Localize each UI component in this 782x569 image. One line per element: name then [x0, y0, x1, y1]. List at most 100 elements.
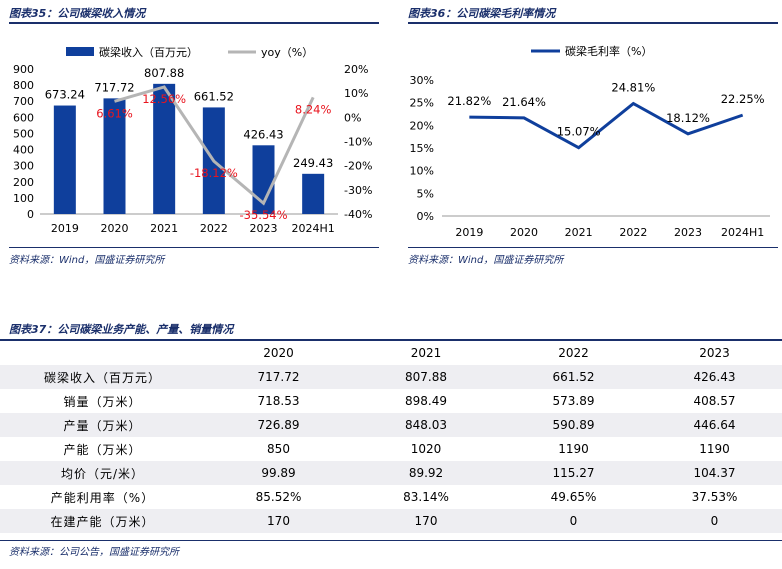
- table-header-row: 2020 2021 2022 2023: [0, 341, 782, 365]
- revenue-data-label: 807.88: [144, 66, 184, 80]
- fig35-rule: [9, 22, 379, 24]
- table-cell: 426.43: [647, 365, 782, 389]
- table-cell: 104.37: [647, 461, 782, 485]
- fig37-bottom-rule: [0, 540, 782, 541]
- y-left-tick-label: 300: [13, 160, 34, 173]
- table-cell: 446.64: [647, 413, 782, 437]
- row-label: 产能利用率（%）: [50, 490, 155, 505]
- yoy-data-label: -18.12%: [190, 166, 238, 180]
- y-right-tick-label: -20%: [344, 160, 372, 173]
- y-left-tick-label: 100: [13, 192, 34, 205]
- table-header-cell: 2022: [558, 346, 589, 360]
- y-tick-label: 10%: [410, 165, 434, 178]
- x-tick-label: 2024H1: [292, 222, 335, 235]
- table-header-cell: 2023: [699, 346, 730, 360]
- y-right-tick-label: -30%: [344, 184, 372, 197]
- table-row: 产量（万米） 726.89 848.03 590.89 446.64: [0, 413, 782, 437]
- revenue-data-label: 249.43: [293, 156, 333, 170]
- legend-swatch-revenue: [66, 47, 94, 56]
- x-tick-label: 2020: [101, 222, 129, 235]
- row-label: 均价（元/米）: [0, 461, 205, 485]
- table-cell: 1020: [410, 442, 442, 456]
- capacity-table: 2020 2021 2022 2023 碳梁收入（百万元） 717.72 807…: [0, 341, 782, 533]
- fig37-source: 资料来源：公司公告，国盛证券研究所: [9, 547, 179, 558]
- y-right-tick-label: 0%: [344, 111, 361, 124]
- fig35-source: 资料来源：Wind，国盛证券研究所: [9, 255, 165, 266]
- table-row: 销量（万米） 718.53 898.49 573.89 408.57: [0, 389, 782, 413]
- margin-data-label: 15.07%: [557, 125, 601, 139]
- margin-data-label: 21.64%: [502, 95, 546, 109]
- y-left-tick-label: 200: [13, 176, 34, 189]
- table-cell: 850: [267, 442, 290, 456]
- table-row: 均价（元/米） 99.89 89.92 115.27 104.37: [0, 461, 782, 485]
- table-cell: 898.49: [405, 394, 447, 408]
- y-tick-label: 25%: [410, 97, 434, 110]
- x-tick-label: 2019: [455, 226, 483, 239]
- revenue-data-label: 673.24: [45, 88, 85, 102]
- margin-data-label: 22.25%: [721, 92, 765, 106]
- y-tick-label: 30%: [410, 74, 434, 87]
- table-cell: 1190: [699, 442, 730, 456]
- yoy-data-label: 8.24%: [295, 102, 332, 116]
- y-left-tick-label: 500: [13, 127, 34, 140]
- x-tick-label: 2021: [150, 222, 178, 235]
- fig37-title: 图表37：公司碳梁业务产能、产量、销量情况: [9, 323, 234, 336]
- y-tick-label: 15%: [410, 142, 434, 155]
- table-row: 产能（万米） 850 1020 1190 1190: [0, 437, 782, 461]
- table-row: 碳梁收入（百万元） 717.72 807.88 661.52 426.43: [0, 365, 782, 389]
- fig35-bottom-rule: [9, 247, 379, 248]
- y-left-tick-label: 400: [13, 144, 34, 157]
- y-right-tick-label: 10%: [344, 87, 368, 100]
- table-cell: 590.89: [500, 413, 647, 437]
- table-cell: 37.53%: [691, 490, 738, 504]
- row-label: 销量（万米）: [63, 394, 142, 409]
- fig36-source: 资料来源：Wind，国盛证券研究所: [408, 255, 564, 266]
- table-cell: 170: [352, 509, 500, 533]
- y-left-tick-label: 0: [27, 208, 34, 221]
- revenue-data-label: 426.43: [243, 127, 283, 141]
- table-row: 产能利用率（%） 85.52% 83.14% 49.65% 37.53%: [0, 485, 782, 509]
- row-label: 产能（万米）: [63, 442, 142, 457]
- table-cell: 99.89: [205, 461, 352, 485]
- revenue-chart: 碳梁收入（百万元） yoy（%） 0 100 200 300 400 500 600 700 800…: [13, 45, 372, 235]
- legend-label-yoy: yoy（%）: [261, 46, 313, 59]
- row-label: 碳梁收入（百万元）: [0, 365, 205, 389]
- margin-line: [469, 101, 744, 150]
- y-tick-label: 0%: [417, 210, 434, 223]
- table-cell: 573.89: [552, 394, 595, 408]
- table-cell: 408.57: [693, 394, 736, 408]
- fig35-title: 图表35：公司碳梁收入情况: [9, 7, 146, 20]
- table-cell: 0: [500, 509, 647, 533]
- margin-data-label: 21.82%: [447, 94, 491, 108]
- x-tick-label: 2022: [200, 222, 228, 235]
- yoy-data-label: 12.56%: [142, 92, 186, 106]
- legend-label-margin: 碳梁毛利率（%）: [565, 44, 652, 58]
- table-header-cell: [0, 341, 205, 365]
- row-label: 产量（万米）: [0, 413, 205, 437]
- y-left-tick-label: 700: [13, 95, 34, 108]
- x-tick-label: 2020: [510, 226, 538, 239]
- x-tick-label: 2023: [674, 226, 702, 239]
- table-cell: 807.88: [352, 365, 500, 389]
- row-label: 在建产能（万米）: [0, 509, 205, 533]
- x-tick-label: 2024H1: [721, 226, 764, 239]
- fig36-bottom-rule: [408, 247, 778, 248]
- table-cell: 115.27: [500, 461, 647, 485]
- x-tick-label: 2021: [565, 226, 593, 239]
- revenue-bar: [153, 83, 176, 214]
- y-tick-label: 20%: [410, 119, 434, 132]
- x-tick-label: 2023: [250, 222, 278, 235]
- yoy-data-label: 6.61%: [96, 106, 133, 120]
- table-cell: 85.52%: [255, 490, 302, 504]
- table-cell: 726.89: [205, 413, 352, 437]
- y-right-tick-label: -40%: [344, 208, 372, 221]
- y-tick-label: 5%: [417, 187, 434, 200]
- margin-chart: 碳梁毛利率（%） 0% 5% 10% 15% 20% 25% 30% 21.82% 21.64% 1…: [410, 44, 770, 239]
- table-cell: 49.65%: [550, 490, 597, 504]
- y-left-tick-label: 900: [13, 63, 34, 76]
- x-tick-label: 2022: [619, 226, 647, 239]
- revenue-data-label: 661.52: [194, 89, 234, 103]
- table-cell: 661.52: [500, 365, 647, 389]
- x-tick-label: 2019: [51, 222, 79, 235]
- revenue-bar: [53, 105, 76, 214]
